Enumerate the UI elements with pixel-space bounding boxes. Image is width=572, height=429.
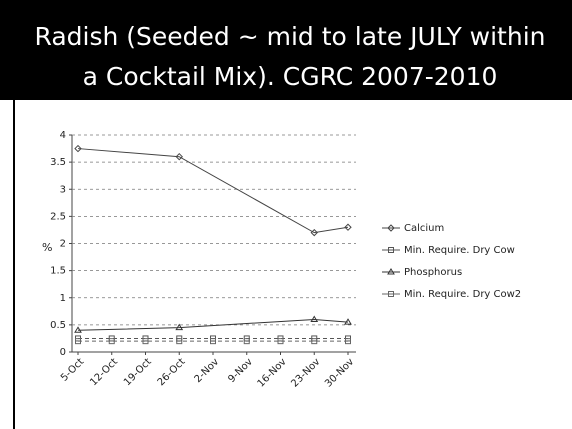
y-tick-label: 3.5: [50, 157, 66, 168]
marker: [75, 338, 81, 345]
marker: [74, 144, 82, 153]
marker: [142, 338, 149, 345]
marker: [311, 338, 318, 345]
legend-label: Min. Require. Dry Cow2: [404, 289, 521, 300]
legend-label: Calcium: [404, 223, 444, 234]
y-axis-label: %: [42, 241, 52, 254]
y-tick-label: 3: [60, 184, 66, 195]
marker: [108, 338, 115, 345]
series-line: [77, 318, 349, 331]
title-banner: [0, 0, 572, 100]
y-tick-label: 0: [60, 347, 66, 358]
series-line: [77, 148, 349, 234]
marker: [310, 228, 318, 237]
marker: [345, 338, 351, 345]
marker: [310, 315, 319, 322]
y-tick-label: 1.5: [50, 266, 66, 277]
marker: [210, 338, 216, 345]
marker: [387, 224, 395, 232]
y-tick-label: 2.5: [50, 211, 66, 222]
marker: [387, 268, 395, 275]
marker: [176, 338, 183, 345]
y-tick-label: 1: [60, 293, 66, 304]
marker: [388, 291, 394, 297]
marker: [175, 323, 184, 331]
legend-label: Min. Require. Dry Cow: [404, 245, 515, 256]
marker: [344, 318, 352, 325]
chart-title: Radish (Seeded ~ mid to late JULY within: [35, 22, 546, 51]
marker: [388, 247, 394, 253]
marker: [74, 326, 82, 333]
marker: [243, 338, 250, 345]
y-tick-label: 4: [60, 130, 66, 141]
chart-title: a Cocktail Mix). CGRC 2007-2010: [83, 62, 498, 91]
legend-label: Phosphorus: [404, 267, 462, 278]
marker: [277, 338, 284, 345]
marker: [344, 223, 352, 231]
y-tick-label: 2: [60, 239, 66, 250]
marker: [175, 152, 183, 161]
y-tick-label: 0.5: [50, 320, 66, 331]
